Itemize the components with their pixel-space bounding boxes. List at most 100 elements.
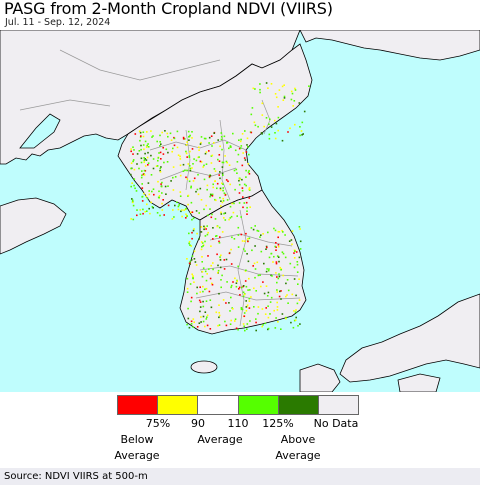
ndvi-map[interactable] [0, 30, 480, 392]
legend-swatch-below-75 [118, 396, 159, 414]
ndvi-pixel [277, 321, 279, 323]
ndvi-pixel [189, 169, 192, 172]
ndvi-pixel [188, 136, 190, 138]
ndvi-pixel [188, 240, 191, 243]
ndvi-pixel [186, 287, 189, 290]
ndvi-pixel [179, 155, 181, 158]
ndvi-pixel [211, 193, 214, 196]
ndvi-pixel [242, 152, 244, 154]
ndvi-pixel [218, 174, 220, 176]
ndvi-pixel [193, 158, 195, 160]
ndvi-pixel [242, 291, 245, 294]
ndvi-pixel [198, 299, 201, 302]
ndvi-pixel [223, 268, 226, 270]
ndvi-pixel [205, 287, 208, 290]
ndvi-pixel [188, 165, 191, 167]
ndvi-pixel [210, 264, 212, 267]
ndvi-pixel [296, 263, 299, 266]
ndvi-pixel [238, 147, 241, 150]
ndvi-pixel [133, 178, 136, 180]
ndvi-pixel [132, 201, 134, 204]
ndvi-pixel [246, 304, 249, 307]
ndvi-pixel [201, 246, 203, 248]
ndvi-pixel [270, 274, 272, 277]
ndvi-pixel [210, 162, 213, 164]
ndvi-pixel [275, 261, 278, 263]
ndvi-pixel [190, 300, 192, 303]
ndvi-pixel [207, 214, 209, 217]
ndvi-pixel [296, 302, 299, 305]
ndvi-pixel [301, 121, 304, 124]
ndvi-pixel [136, 163, 138, 165]
ndvi-pixel [243, 202, 246, 204]
ndvi-pixel [185, 144, 188, 146]
ndvi-pixel [211, 154, 214, 157]
ndvi-pixel [146, 131, 148, 133]
ndvi-pixel [242, 285, 245, 287]
ndvi-pixel [293, 310, 295, 312]
ndvi-pixel [196, 326, 199, 328]
ndvi-pixel [275, 272, 277, 274]
ndvi-pixel [222, 161, 225, 164]
ndvi-pixel [159, 169, 161, 172]
ndvi-pixel [186, 215, 188, 217]
ndvi-pixel [297, 325, 299, 327]
ndvi-pixel [281, 229, 283, 232]
ndvi-pixel [159, 151, 162, 154]
ndvi-pixel [170, 180, 172, 182]
ndvi-pixel [255, 329, 257, 332]
ndvi-pixel [147, 146, 150, 148]
japan-honshu [339, 293, 480, 383]
ndvi-pixel [281, 139, 284, 142]
ndvi-pixel [166, 161, 169, 163]
ndvi-pixel [254, 245, 256, 247]
ndvi-pixel [248, 297, 251, 300]
ndvi-pixel [186, 258, 188, 260]
ndvi-pixel [246, 137, 249, 140]
ndvi-pixel [278, 275, 281, 278]
ndvi-pixel [242, 206, 244, 209]
ndvi-pixel [191, 167, 193, 169]
ndvi-pixel [276, 289, 278, 291]
ndvi-pixel [177, 205, 180, 208]
ndvi-pixel [130, 185, 132, 188]
ndvi-pixel [217, 271, 219, 274]
ndvi-pixel [187, 130, 190, 133]
ndvi-pixel [257, 306, 260, 308]
ndvi-pixel [282, 274, 284, 277]
ndvi-pixel [246, 213, 248, 215]
ndvi-pixel [222, 197, 224, 200]
ndvi-pixel [276, 309, 279, 311]
ndvi-pixel [253, 287, 255, 290]
ndvi-pixel [252, 265, 254, 267]
ndvi-pixel [224, 212, 227, 214]
ndvi-pixel [277, 116, 280, 119]
ndvi-pixel [160, 158, 162, 160]
ndvi-pixel [218, 311, 220, 314]
ndvi-pixel [283, 97, 286, 99]
ndvi-pixel [298, 299, 301, 301]
ndvi-pixel [202, 290, 204, 293]
ndvi-pixel [143, 159, 146, 162]
ndvi-pixel [218, 154, 221, 156]
ndvi-pixel [159, 141, 161, 143]
ndvi-pixel [138, 130, 141, 133]
ndvi-pixel [195, 159, 198, 162]
ndvi-pixel [160, 183, 162, 185]
ndvi-pixel [223, 259, 226, 261]
ndvi-pixel [270, 126, 273, 128]
ndvi-pixel [300, 130, 303, 132]
ndvi-pixel [278, 260, 280, 263]
ndvi-pixel [174, 176, 177, 178]
ndvi-pixel [190, 185, 192, 188]
ndvi-pixel [237, 226, 240, 229]
ndvi-pixel [230, 296, 232, 299]
ndvi-pixel [248, 300, 251, 302]
ndvi-pixel [251, 107, 254, 109]
ndvi-pixel [217, 158, 219, 161]
ndvi-pixel [161, 209, 164, 211]
ndvi-pixel [140, 157, 143, 160]
ndvi-pixel [260, 250, 263, 253]
ndvi-pixel [276, 276, 278, 278]
ndvi-pixel [251, 249, 253, 252]
